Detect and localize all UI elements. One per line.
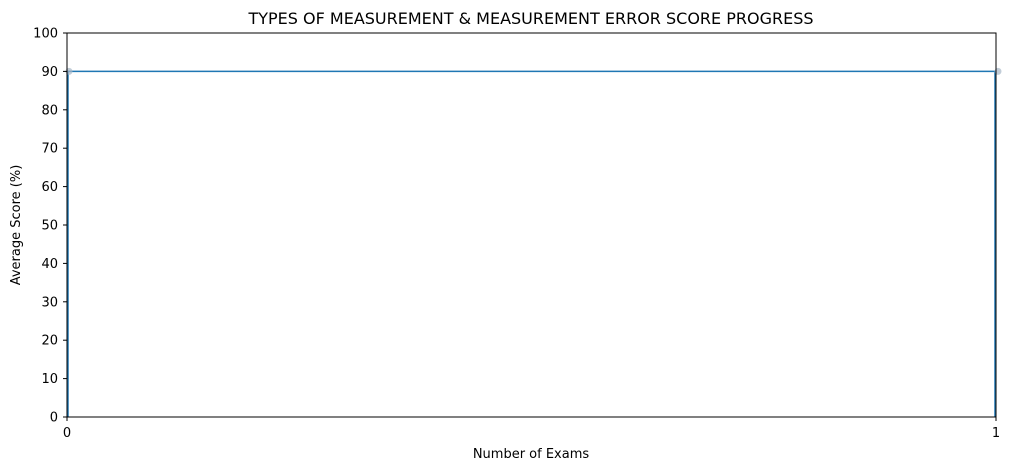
y-tick-label: 90 xyxy=(41,65,58,80)
y-tick-label: 10 xyxy=(41,372,58,387)
y-tick-label: 20 xyxy=(41,334,58,349)
y-tick-label: 40 xyxy=(41,257,58,272)
x-axis-label: Number of Exams xyxy=(473,447,590,462)
y-tick-label: 60 xyxy=(41,180,58,195)
y-tick-label: 50 xyxy=(41,219,58,234)
y-tick-label: 0 xyxy=(50,411,58,426)
y-axis-ticks: 0 10 20 30 40 50 60 70 80 90 100 xyxy=(33,27,67,426)
y-tick-label: 80 xyxy=(41,103,58,118)
x-tick-label: 0 xyxy=(63,426,71,441)
series-line xyxy=(67,70,996,417)
x-tick-label: 1 xyxy=(992,426,1000,441)
y-tick-label: 100 xyxy=(33,27,58,42)
y-tick-label: 70 xyxy=(41,142,58,157)
y-axis-label: Average Score (%) xyxy=(9,165,24,286)
series-area xyxy=(67,71,996,418)
plot-area xyxy=(65,67,1002,418)
y-tick-label: 30 xyxy=(41,295,58,310)
chart-title: TYPES OF MEASUREMENT & MEASUREMENT ERROR… xyxy=(247,9,813,28)
